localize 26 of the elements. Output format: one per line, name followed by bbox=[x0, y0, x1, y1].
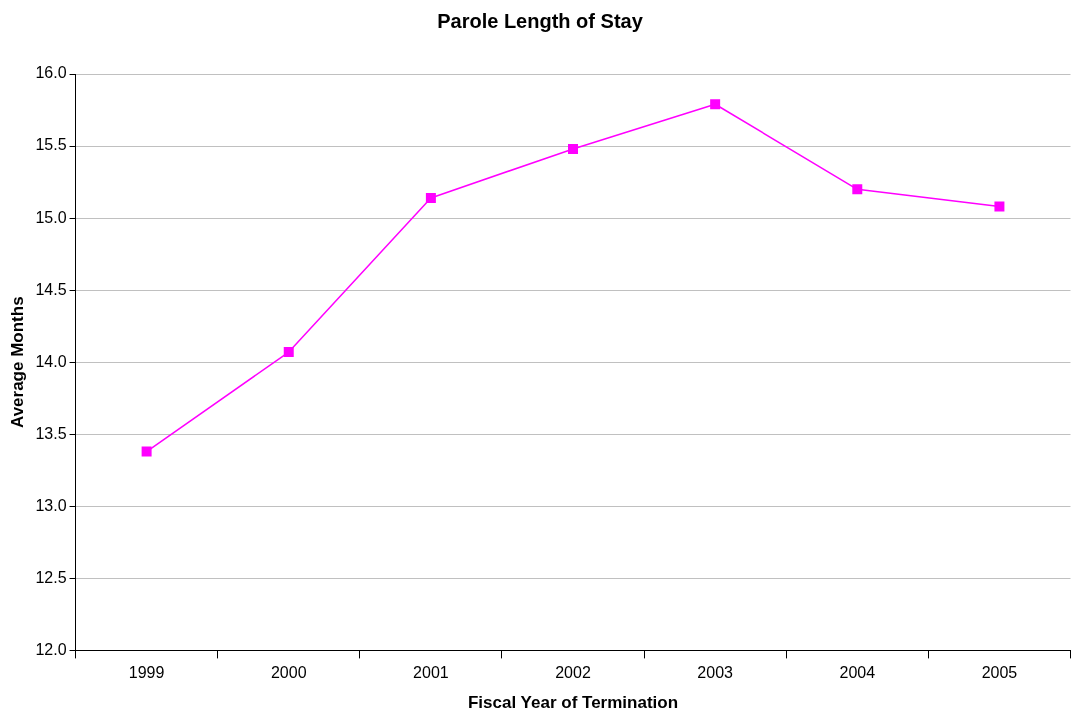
x-tick-label: 2000 bbox=[270, 664, 307, 682]
point bbox=[852, 184, 863, 195]
y-tick-label: 14.5 bbox=[35, 280, 67, 298]
y-axis-title: Average Months bbox=[7, 296, 27, 429]
x-axis-title: Fiscal Year of Termination bbox=[467, 693, 679, 713]
point bbox=[710, 99, 721, 110]
point bbox=[994, 201, 1005, 212]
point bbox=[283, 347, 294, 358]
x-tick-label: 2002 bbox=[555, 664, 591, 682]
x-tick-label: 2001 bbox=[413, 664, 449, 682]
y-tick-label: 12.5 bbox=[35, 568, 67, 586]
x-tick-label: 1999 bbox=[128, 664, 165, 682]
chart-title: Parole Length of Stay bbox=[437, 9, 644, 32]
y-tick-label: 16.0 bbox=[35, 64, 67, 82]
point bbox=[425, 192, 436, 203]
y-tick-label: 15.5 bbox=[35, 136, 67, 154]
y-tick-label: 13.0 bbox=[35, 496, 67, 514]
y-tick-label: 15.0 bbox=[35, 208, 67, 226]
point bbox=[568, 143, 579, 154]
point bbox=[141, 446, 152, 457]
x-tick-label: 2004 bbox=[839, 664, 876, 682]
y-tick-label: 13.5 bbox=[35, 424, 67, 442]
y-tick-label: 12.0 bbox=[35, 640, 67, 658]
x-tick-label: 2005 bbox=[981, 664, 1018, 682]
y-tick-label: 14.0 bbox=[35, 352, 67, 370]
x-tick-label: 2003 bbox=[697, 664, 734, 682]
